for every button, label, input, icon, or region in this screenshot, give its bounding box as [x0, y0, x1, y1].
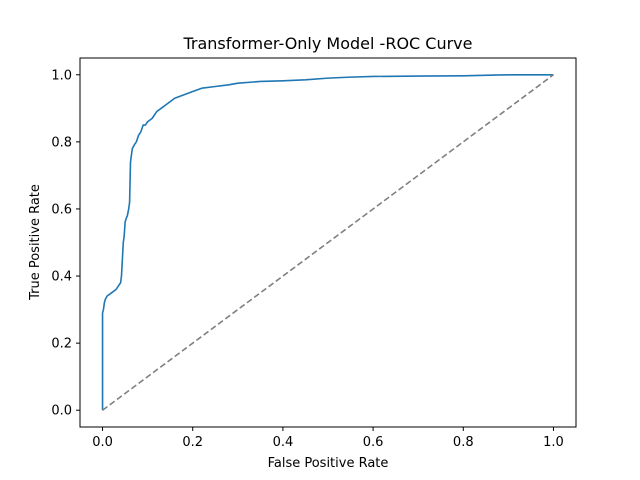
y-tick-label: 0.4 — [51, 270, 72, 285]
x-tick-label: 0.0 — [92, 435, 113, 450]
y-tick-label: 1.0 — [51, 68, 72, 83]
roc-curve-line — [101, 73, 554, 411]
x-tick-label: 0.2 — [182, 435, 203, 450]
x-tick-label: 0.6 — [363, 435, 384, 450]
y-axis-label: True Positive Rate — [28, 184, 43, 301]
chance-line — [102, 74, 554, 411]
y-tick-label: 0.8 — [51, 135, 72, 150]
plot-area — [101, 73, 554, 411]
x-axis-label: False Positive Rate — [268, 456, 389, 471]
x-tick-label: 0.4 — [273, 435, 294, 450]
x-tick-label: 0.8 — [453, 435, 474, 450]
axis-ticks: 0.0 0.2 0.4 0.6 0.8 1.0 0.0 0.2 0.4 0.6 0.8 1.0 — [51, 68, 563, 450]
x-tick-label: 1.0 — [543, 435, 564, 450]
chart-title: Transformer-Only Model -ROC Curve — [182, 34, 472, 53]
y-tick-label: 0.2 — [51, 337, 72, 352]
y-tick-label: 0.6 — [51, 202, 72, 217]
plot-frame — [79, 57, 577, 428]
y-tick-label: 0.0 — [51, 404, 72, 419]
